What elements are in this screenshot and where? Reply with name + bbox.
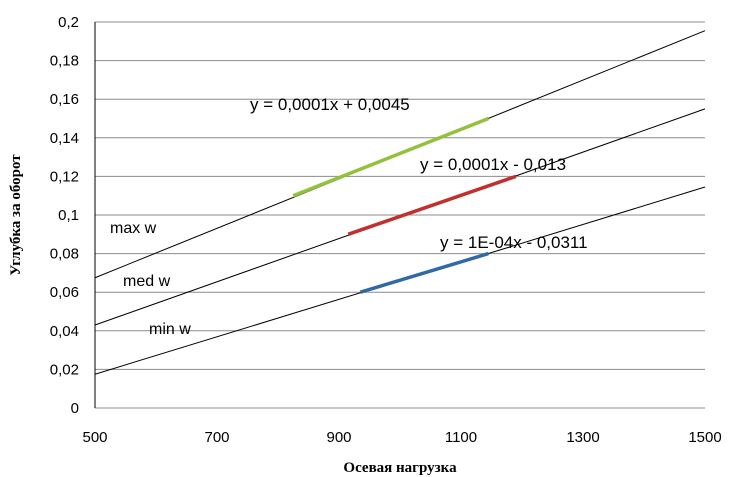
trendlines [292,116,517,294]
y-tick-label: 0 [71,400,79,417]
y-tick-label: 0,2 [58,14,79,31]
y-tick-label: 0,06 [50,284,79,301]
x-tick-label: 1100 [445,429,477,446]
y-axis-title: Углубка за оборот [8,154,24,276]
x-axis-title: Осевая нагрузка [343,460,457,476]
series-label-max-w: max w [110,220,157,237]
y-tick-label: 0,08 [50,246,79,263]
series-label-min-w: min w [149,321,191,338]
trendline-1 [347,174,517,236]
y-tick-label: 0,12 [50,168,79,185]
y-tick-label: 0,18 [50,53,79,70]
trendline-2 [359,251,489,294]
trendline-0 [292,116,490,198]
series-label-med-w: med w [123,273,171,290]
trendline-equation-min: y = 1E-04x - 0,0311 [440,233,588,252]
y-tick-label: 0,16 [50,91,79,108]
y-tick-label: 0,1 [58,207,79,224]
x-tick-label: 1300 [566,429,599,446]
x-axis-ticks: 500 700 900 1100 1300 1500 [82,429,721,446]
x-tick-label: 500 [82,429,107,446]
y-tick-label: 0,02 [50,361,79,378]
x-tick-label: 1500 [688,429,721,446]
trendline-equation-max: y = 0,0001x + 0,0045 [250,95,410,114]
y-tick-label: 0,04 [50,323,79,340]
x-tick-label: 900 [326,429,351,446]
x-tick-label: 700 [204,429,229,446]
y-tick-label: 0,14 [50,130,79,147]
y-axis-ticks: 0 0,02 0,04 0,06 0,08 0,1 0,12 0,14 0,16 0,18 0,2 [50,14,79,417]
trendline-equation-med: y = 0,0001x - 0,013 [420,155,566,174]
